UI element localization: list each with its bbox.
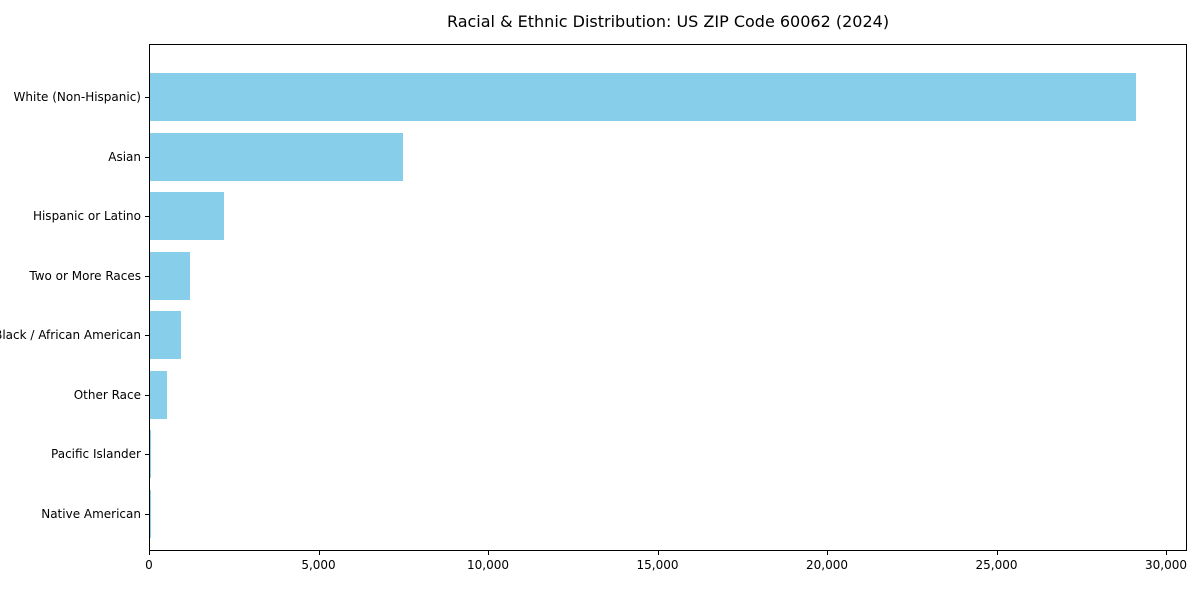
bar	[150, 430, 151, 479]
y-tick-mark	[145, 454, 149, 456]
x-tick-mark	[149, 551, 150, 555]
y-tick-label: White (Non-Hispanic)	[13, 90, 141, 104]
y-tick-label: Asian	[108, 149, 141, 164]
x-tick-label: 25,000	[975, 558, 1018, 572]
bar	[150, 311, 181, 360]
bar	[150, 370, 167, 419]
x-tick-mark	[657, 551, 659, 555]
y-tick-label: Two or More Races	[29, 268, 141, 283]
y-tick-label: Other Race	[73, 387, 141, 402]
y-tick-mark	[145, 156, 149, 158]
x-tick-label: 0	[145, 558, 153, 572]
y-tick-mark	[145, 216, 149, 218]
y-tick-label: Hispanic or Latino	[32, 209, 141, 224]
bar	[150, 73, 1137, 121]
x-tick-label: 30,000	[1145, 558, 1187, 572]
x-tick-label: 20,000	[806, 558, 848, 572]
x-tick-mark	[488, 551, 489, 555]
y-tick-mark	[145, 394, 149, 396]
x-tick-mark	[318, 551, 320, 555]
x-tick-label: 15,000	[636, 558, 679, 572]
x-tick-label: 5,000	[301, 558, 336, 572]
y-tick-mark	[145, 513, 149, 515]
x-tick-mark	[1166, 551, 1167, 555]
chart-title: Racial & Ethnic Distribution: US ZIP Cod…	[446, 12, 890, 31]
x-tick-mark	[996, 551, 998, 555]
y-tick-label: Black / African American	[0, 328, 141, 343]
y-tick-mark	[145, 97, 149, 98]
bar	[150, 251, 190, 300]
y-tick-mark	[145, 275, 149, 277]
x-tick-mark	[827, 551, 828, 555]
plot-area	[149, 44, 1187, 551]
y-tick-mark	[145, 335, 149, 337]
y-tick-label: Pacific Islander	[51, 447, 141, 462]
bar	[150, 132, 403, 181]
x-tick-label: 10,000	[467, 558, 509, 572]
y-tick-label: Native American	[41, 506, 141, 521]
bar	[150, 192, 224, 241]
